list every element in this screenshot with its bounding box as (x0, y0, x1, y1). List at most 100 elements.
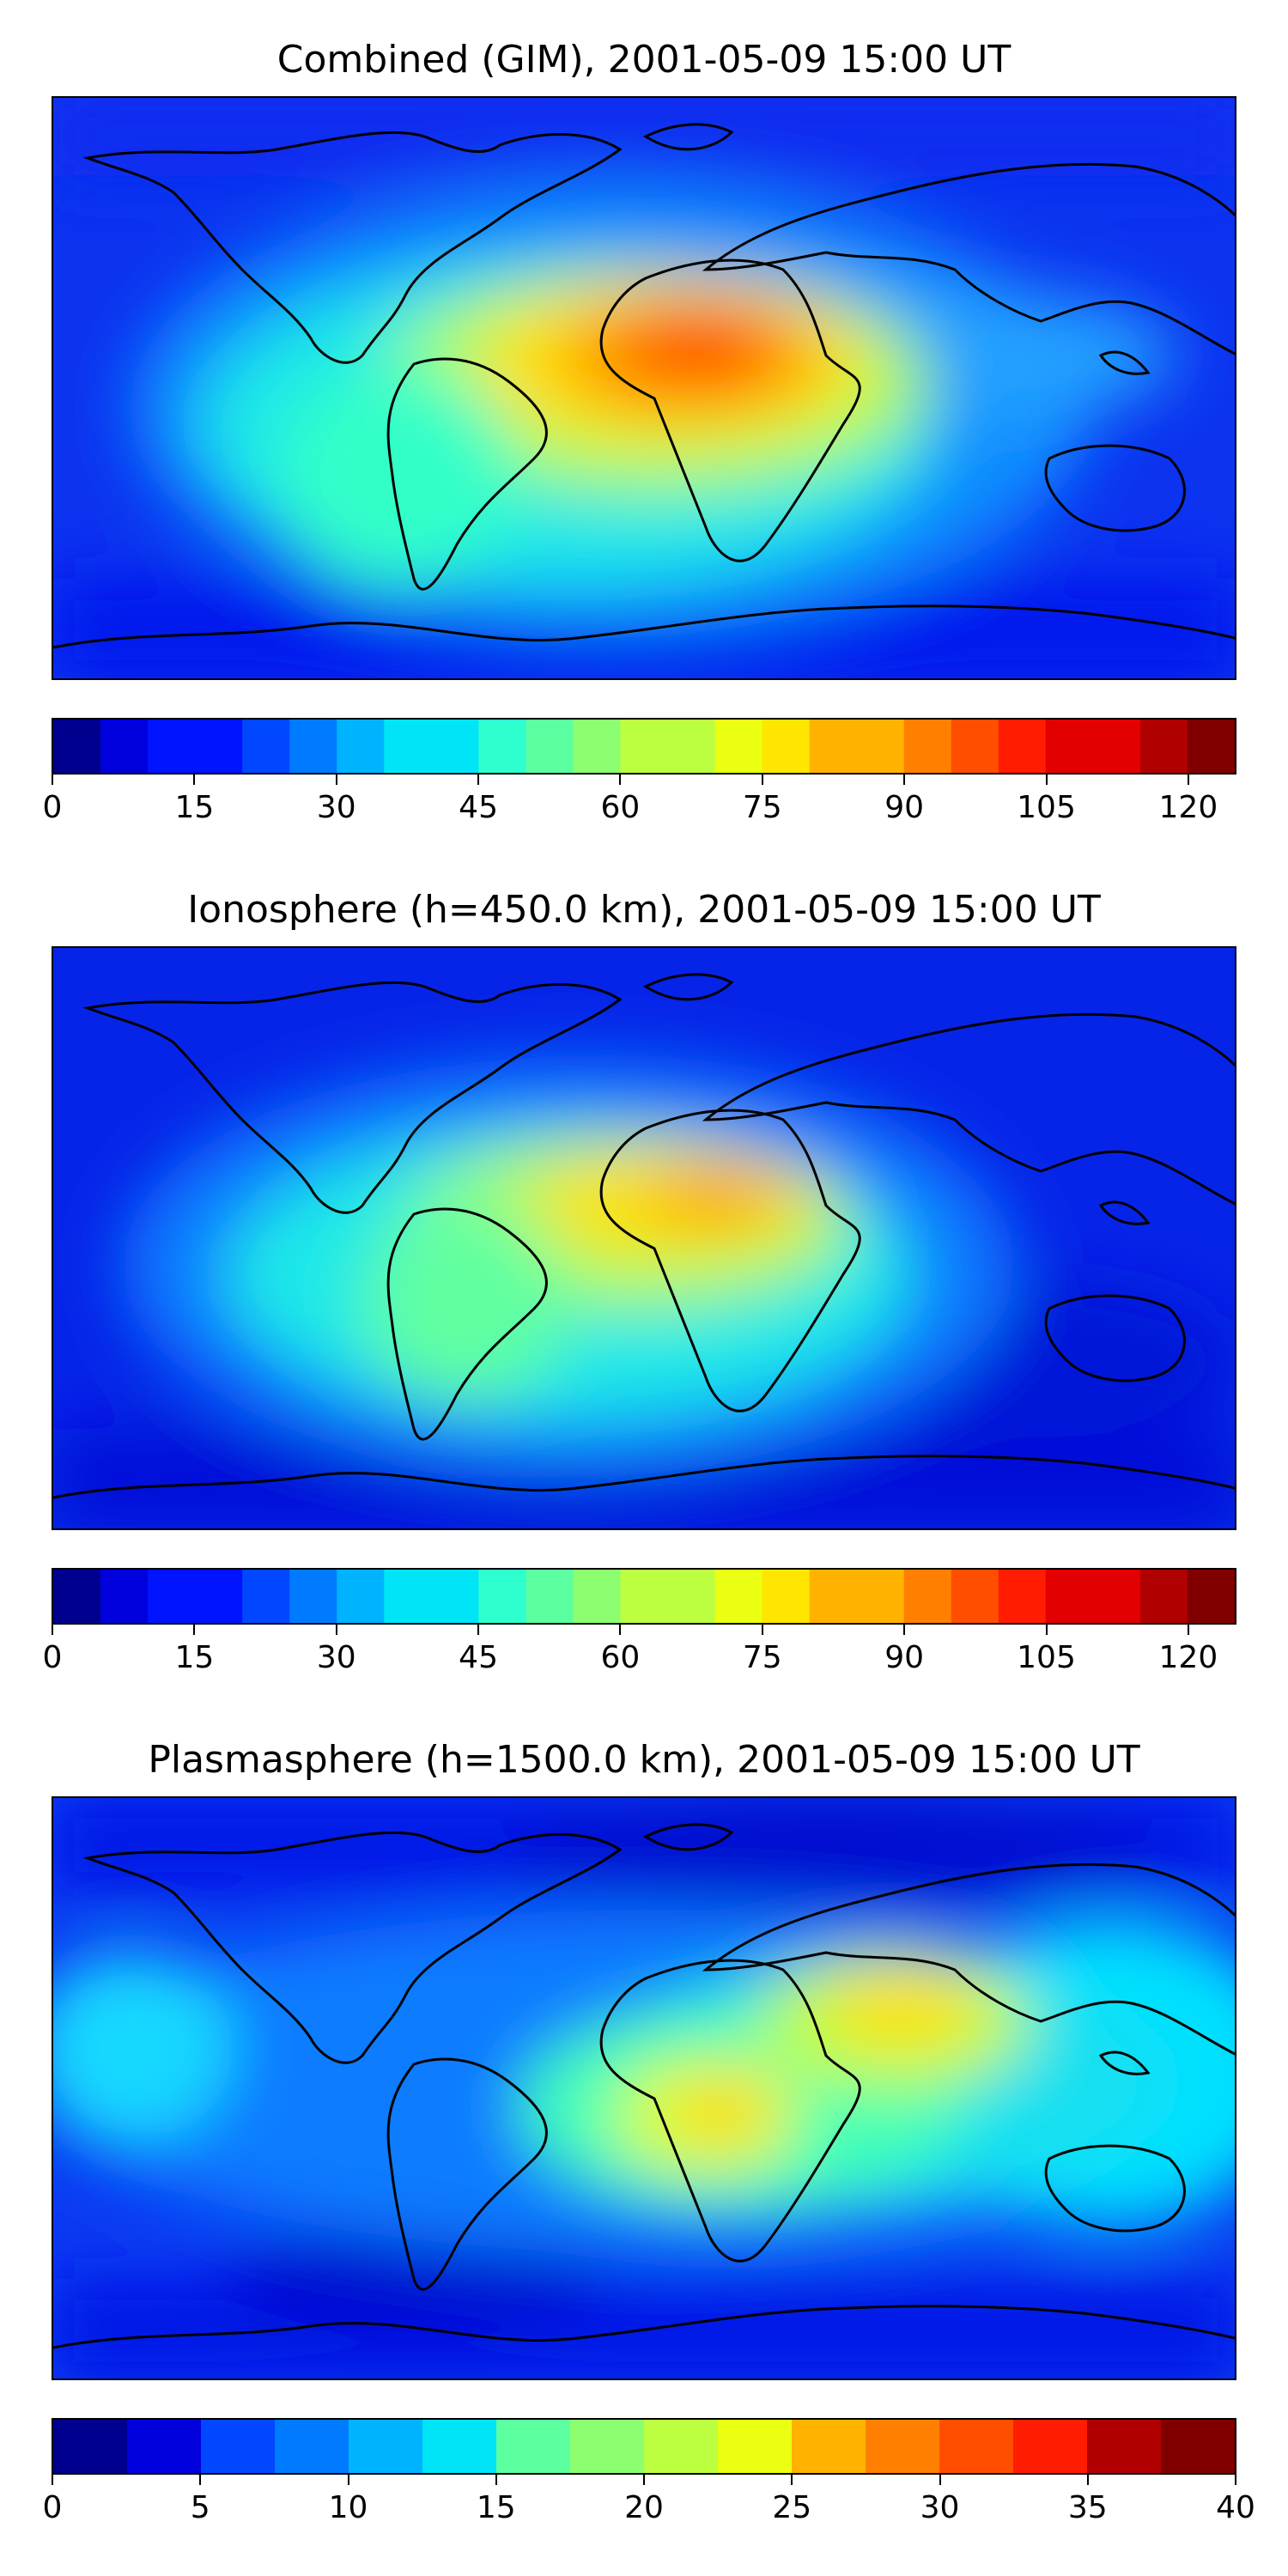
colorbar-segment (1187, 720, 1235, 773)
colorbar-tick (761, 775, 763, 785)
colorbar-segment (1013, 2420, 1088, 2473)
colorbar-tick (791, 2475, 793, 2485)
colorbar-tick-label: 120 (1158, 790, 1218, 825)
colorbar-segment (718, 2420, 793, 2473)
colorbar-tick (1045, 1625, 1048, 1635)
colorbar-segment (242, 720, 290, 773)
coastlines (53, 1823, 1235, 2349)
colorbar-tick-label: 90 (884, 1640, 925, 1675)
colorbar-combined (52, 718, 1236, 775)
colorbar-tick (1187, 1625, 1189, 1635)
colorbar-tick (52, 2475, 53, 2485)
colorbar-tick-label: 15 (174, 1640, 215, 1675)
colorbar-segment (53, 2420, 128, 2473)
colorbar-tick (193, 775, 196, 785)
colorbar-tick (903, 1625, 906, 1635)
panel-title: Combined (GIM), 2001-05-09 15:00 UT (276, 38, 1012, 82)
colorbar-segment (762, 1570, 811, 1623)
colorbar-tick (619, 775, 622, 785)
colorbar-segment (714, 1570, 763, 1623)
colorbar-tick (1235, 2475, 1236, 2485)
colorbar-segment (809, 720, 858, 773)
colorbar-tick-label: 20 (624, 2490, 664, 2525)
colorbar-segment (903, 720, 952, 773)
colorbar-tick (477, 775, 480, 785)
colorbar-segment (127, 2420, 202, 2473)
colorbar-segment (620, 720, 669, 773)
colorbar-tick-label: 45 (459, 1640, 498, 1675)
colorbar-tick (52, 1625, 53, 1635)
map-combined (52, 96, 1236, 680)
colorbar-tick (347, 2475, 349, 2485)
colorbar-segment (242, 1570, 290, 1623)
colorbar-segment (998, 720, 1047, 773)
colorbar-segment (620, 1570, 669, 1623)
colorbar-segment (100, 720, 149, 773)
colorbar-segment (431, 1570, 479, 1623)
colorbar-segment (809, 1570, 858, 1623)
colorbar-segment (1087, 2420, 1162, 2473)
colorbar-segment (1187, 1570, 1235, 1623)
colorbar-tick-label: 105 (1017, 790, 1076, 825)
colorbar-tick-label: 0 (42, 790, 63, 825)
colorbar-segment (856, 720, 905, 773)
colorbar-tick (619, 1625, 622, 1635)
colorbar-segment (526, 1570, 574, 1623)
colorbar-tick (761, 1625, 763, 1635)
colorbar-tick-label: 15 (476, 2490, 516, 2525)
panel-title: Plasmasphere (h=1500.0 km), 2001-05-09 1… (148, 1738, 1140, 1782)
colorbar-tick (643, 2475, 645, 2485)
colorbar-segment (1092, 720, 1141, 773)
colorbar-tick-label: 75 (742, 1640, 782, 1675)
colorbar-segment (1139, 720, 1188, 773)
colorbar-tick-label: 25 (772, 2490, 812, 2525)
colorbar-tick-label: 75 (742, 790, 782, 825)
colorbar-tick (52, 775, 53, 785)
colorbar-segment (998, 1570, 1047, 1623)
coastlines (53, 973, 1235, 1499)
colorbar-segment (53, 720, 101, 773)
colorbar-segment (148, 1570, 196, 1623)
colorbar-tick-label: 120 (1158, 1640, 1218, 1675)
colorbar-ticks: 0 5 10 15 20 25 30 35 40 (43, 2475, 1255, 2526)
colorbar-tick (1045, 775, 1048, 785)
colorbar-tick (1187, 775, 1189, 785)
colorbar-segment (53, 1570, 101, 1623)
colorbar-tick-label: 10 (328, 2490, 368, 2525)
colorbar-segment (148, 720, 196, 773)
colorbar-segment (337, 720, 385, 773)
colorbar-segment (1045, 1570, 1094, 1623)
colorbar-tick-label: 90 (884, 790, 925, 825)
colorbar-tick (335, 775, 337, 785)
colorbar-segment (714, 720, 763, 773)
colorbar-segment (496, 2420, 571, 2473)
colorbar-tick-label: 30 (920, 2490, 960, 2525)
colorbar-tick (335, 1625, 337, 1635)
colorbar-segment (422, 2420, 497, 2473)
colorbar-segment (275, 2420, 349, 2473)
colorbar-segment (573, 1570, 622, 1623)
colorbar-segment (570, 2420, 645, 2473)
colorbar-segment (667, 720, 716, 773)
colorbar-segment (1092, 1570, 1141, 1623)
colorbar-tick-label: 45 (459, 790, 498, 825)
colorbar-segment (201, 2420, 276, 2473)
colorbar-segment (1139, 1570, 1188, 1623)
colorbar-tick-label: 30 (316, 1640, 356, 1675)
colorbar-segment (951, 720, 999, 773)
colorbar-tick-label: 60 (600, 1640, 641, 1675)
colorbar-ticks: 0 15 30 45 60 75 90 105 120 (43, 775, 1236, 826)
map-plasmasphere (52, 1796, 1236, 2380)
colorbar-segment (349, 2420, 423, 2473)
colorbar-tick-label: 60 (600, 790, 641, 825)
colorbar-tick-label: 30 (316, 790, 356, 825)
colorbar-segment (866, 2420, 940, 2473)
colorbar-segment (1161, 2420, 1235, 2473)
colorbar-segment (644, 2420, 719, 2473)
colorbar-segment (337, 1570, 385, 1623)
colorbar-tick (199, 2475, 202, 2485)
colorbar-segment (856, 1570, 905, 1623)
colorbar-tick (193, 1625, 196, 1635)
colorbar-tick (477, 1625, 480, 1635)
colorbar-segment (195, 1570, 243, 1623)
